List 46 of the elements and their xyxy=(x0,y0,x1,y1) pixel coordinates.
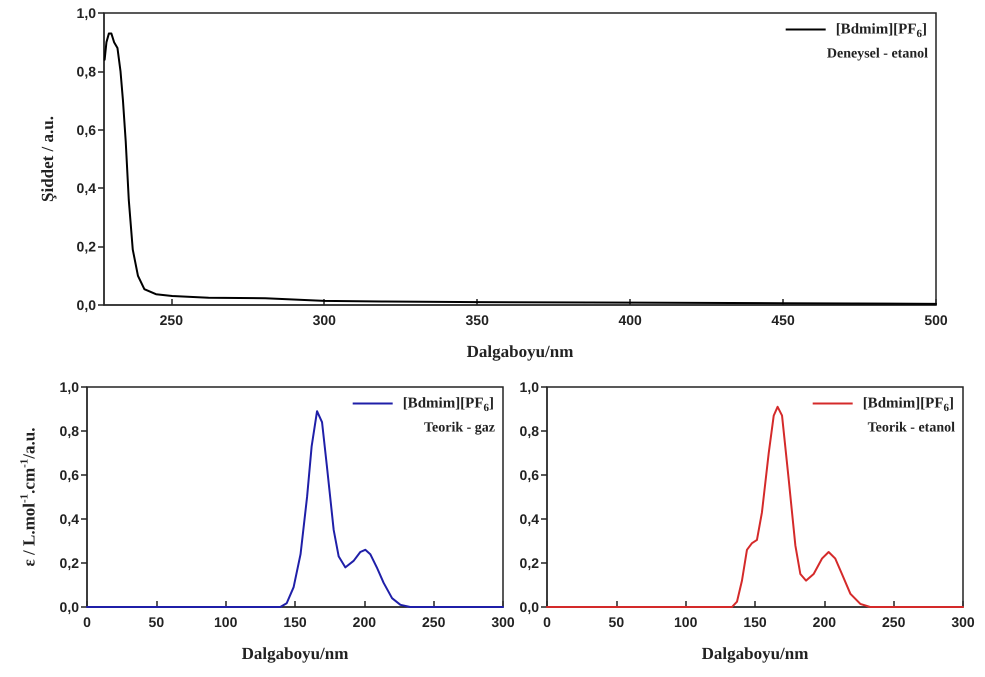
x-tick-label: 100 xyxy=(674,614,698,630)
x-axis-title: Dalgaboyu/nm xyxy=(466,342,574,361)
x-tick-label: 300 xyxy=(312,312,336,328)
y-tick-label: 1,0 xyxy=(60,379,80,395)
x-tick-label: 300 xyxy=(951,614,975,630)
y-tick-label: 0,0 xyxy=(76,297,96,313)
x-tick-label: 500 xyxy=(924,312,948,328)
x-tick-label: 250 xyxy=(160,312,184,328)
y-tick-label: 0,2 xyxy=(520,555,540,571)
x-tick-label: 200 xyxy=(352,614,376,630)
x-axis-title: Dalgaboyu/nm xyxy=(702,644,808,663)
x-tick-label: 0 xyxy=(83,614,92,630)
x-tick-label: 150 xyxy=(283,614,307,630)
y-axis-title: ε / L.mol-1.cm-1/a.u. xyxy=(18,428,38,566)
y-tick-label: 1,0 xyxy=(76,5,96,21)
y-tick-label: 0,6 xyxy=(60,467,80,483)
y-tick-label: 0,8 xyxy=(520,423,540,439)
y-tick-label: 0,4 xyxy=(76,180,96,196)
y-tick-label: 0,8 xyxy=(60,423,80,439)
y-axis-title: Şiddet / a.u. xyxy=(38,116,57,202)
x-tick-label: 150 xyxy=(743,614,767,630)
x-tick-label: 50 xyxy=(148,614,164,630)
x-tick-label: 450 xyxy=(771,312,795,328)
x-tick-label: 300 xyxy=(491,614,515,630)
y-tick-label: 0,4 xyxy=(60,511,80,527)
x-tick-label: 400 xyxy=(618,312,642,328)
x-tick-label: 350 xyxy=(465,312,490,328)
x-tick-label: 100 xyxy=(214,614,238,630)
y-tick-label: 0,0 xyxy=(60,599,80,615)
y-tick-label: 0,0 xyxy=(520,599,540,615)
y-tick-label: 0,8 xyxy=(76,63,96,80)
y-tick-label: 0,2 xyxy=(76,238,96,255)
annotation: Deneysel - etanol xyxy=(826,46,928,62)
x-tick-label: 200 xyxy=(812,614,836,630)
x-tick-label: 250 xyxy=(882,614,906,630)
x-tick-label: 250 xyxy=(422,614,446,630)
annotation: Teorik - etanol xyxy=(868,420,956,436)
y-tick-label: 0,2 xyxy=(60,555,80,571)
x-axis-title: Dalgaboyu/nm xyxy=(242,644,348,663)
y-tick-label: 0,6 xyxy=(520,467,540,483)
y-tick-label: 1,0 xyxy=(520,379,540,395)
y-tick-label: 0,4 xyxy=(520,511,540,527)
y-tick-label: 0,6 xyxy=(76,122,96,138)
x-tick-label: 50 xyxy=(608,614,624,630)
annotation: Teorik - gaz xyxy=(424,420,496,436)
x-tick-label: 0 xyxy=(543,614,552,630)
